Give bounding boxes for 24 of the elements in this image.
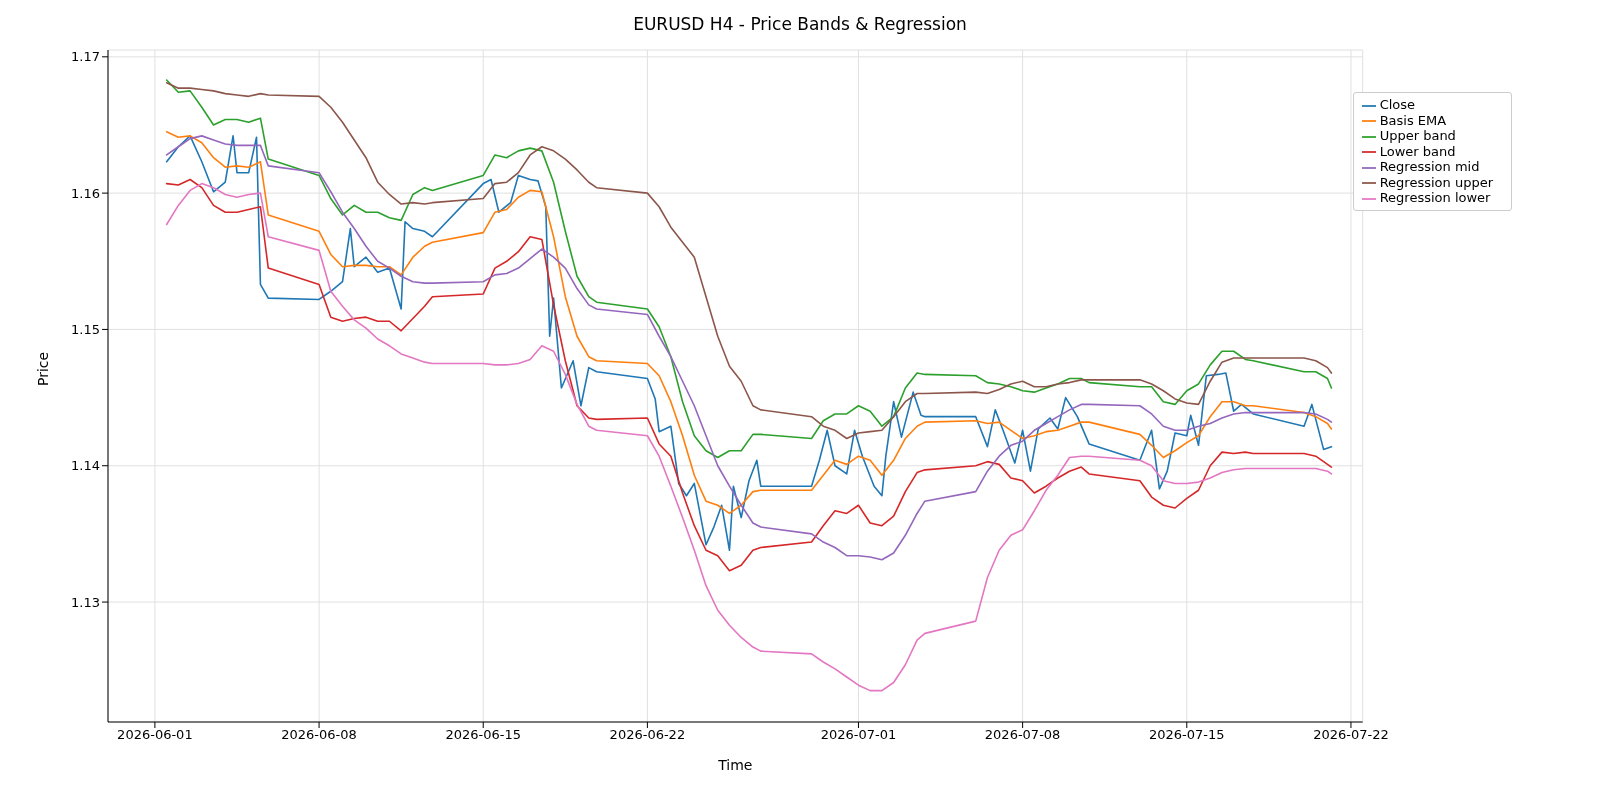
y-tick-label: 1.17 [71, 49, 100, 65]
x-tick-label: 2026-06-01 [117, 727, 193, 743]
y-tick-label: 1.14 [71, 458, 100, 474]
legend-label: Close [1379, 97, 1416, 112]
x-tick-label: 2026-06-22 [609, 727, 686, 743]
y-tick-label: 1.13 [71, 594, 100, 610]
legend-label: Lower band [1379, 143, 1456, 159]
y-axis-title: Price [34, 351, 51, 386]
x-tick-label: 2026-07-15 [1149, 727, 1225, 743]
legend-label: Basis EMA [1379, 112, 1447, 128]
x-tick-label: 2026-06-15 [445, 727, 522, 743]
x-tick-label: 2026-07-08 [984, 727, 1061, 743]
legend-label: Regression upper [1379, 174, 1493, 190]
y-tick-label: 1.16 [71, 185, 100, 201]
legend-label: Regression lower [1379, 190, 1491, 205]
x-tick-label: 2026-07-22 [1313, 727, 1389, 743]
legend-label: Upper band [1379, 128, 1456, 143]
y-tick-label: 1.15 [71, 322, 100, 338]
legend-label: Regression mid [1379, 159, 1480, 174]
line-series [165, 182, 1333, 692]
chart-title: EURUSD H4 - Price Bands & Regression [632, 13, 968, 36]
x-tick-label: 2026-07-01 [820, 727, 897, 743]
x-axis-title: Time [717, 757, 753, 773]
x-tick-label: 2026-06-08 [281, 727, 357, 743]
